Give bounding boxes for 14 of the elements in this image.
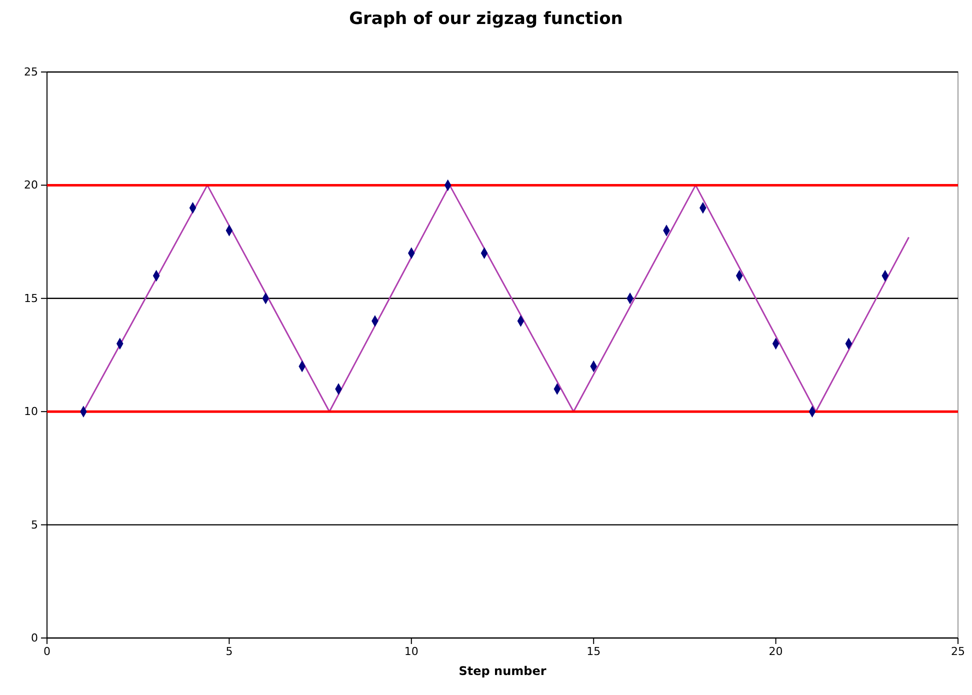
x-axis-title: Step number — [458, 664, 546, 678]
y-tick-label: 10 — [24, 405, 38, 418]
x-tick-label: 15 — [586, 644, 601, 658]
x-tick-label: 20 — [768, 644, 783, 658]
x-tick-label: 10 — [404, 644, 418, 658]
x-tick-label: 0 — [44, 644, 50, 658]
y-tick-label: 25 — [24, 66, 38, 79]
x-tick-label: 25 — [951, 644, 965, 658]
chart-title: Graph of our zigzag function — [349, 9, 623, 29]
x-tick-label: 5 — [226, 644, 233, 658]
y-tick-label: 15 — [24, 292, 38, 305]
y-tick-label: 5 — [31, 518, 38, 532]
y-tick-label: 0 — [31, 632, 38, 645]
y-tick-label: 20 — [24, 178, 38, 192]
